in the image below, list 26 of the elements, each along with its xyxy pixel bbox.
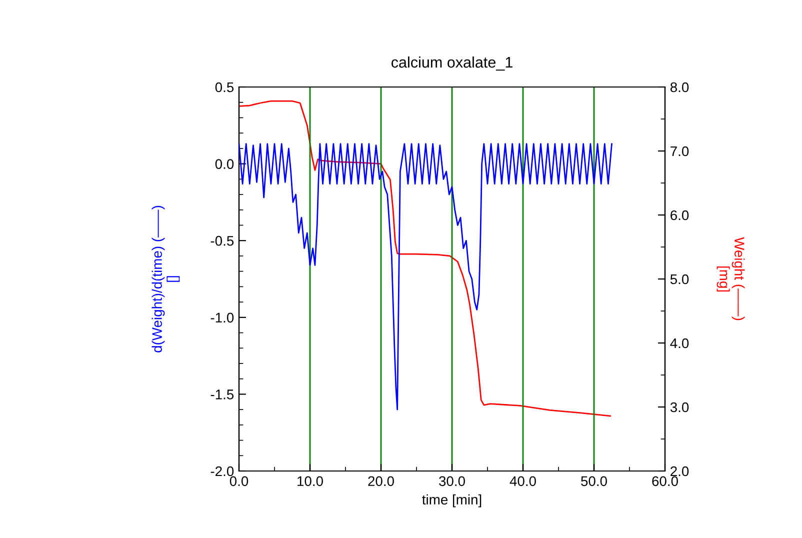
y2-tick-label: 8.0	[670, 82, 689, 92]
y2-tick-label: 6.0	[670, 210, 689, 220]
x-axis-title: time [min]	[422, 494, 482, 508]
y2-axis-title: Weight (——) [mg]	[716, 237, 745, 320]
x-tick-label: 20.0	[368, 476, 394, 486]
chart-title: calcium oxalate_1	[392, 56, 512, 71]
line-series	[239, 143, 612, 410]
x-tick-label: 0.0	[230, 476, 248, 486]
y-tick-label: -0.5	[210, 236, 234, 246]
x-tick-label: 10.0	[298, 476, 323, 486]
y-tick-label: -1.5	[210, 390, 234, 400]
y2-tick-label: 2.0	[670, 466, 689, 476]
y-tick-label: 0.0	[215, 159, 234, 169]
x-tick-label: 40.0	[510, 476, 536, 486]
y2-tick-label: 7.0	[670, 146, 689, 156]
y-tick-label: -2.0	[210, 466, 234, 476]
y2-tick-label: 4.0	[670, 338, 689, 348]
x-tick-label: 60.0	[652, 476, 678, 486]
y2-tick-label: 5.0	[670, 274, 689, 284]
x-tick-label: 30.0	[439, 476, 465, 486]
y2-tick-label: 3.0	[670, 402, 689, 412]
line-series	[239, 100, 612, 417]
x-tick-label: 50.0	[581, 476, 607, 486]
y-axis-title: d(Weight)/d(time) (——) []	[152, 206, 180, 352]
y-tick-label: 0.5	[215, 82, 234, 92]
y-tick-label: -1.0	[210, 312, 234, 323]
